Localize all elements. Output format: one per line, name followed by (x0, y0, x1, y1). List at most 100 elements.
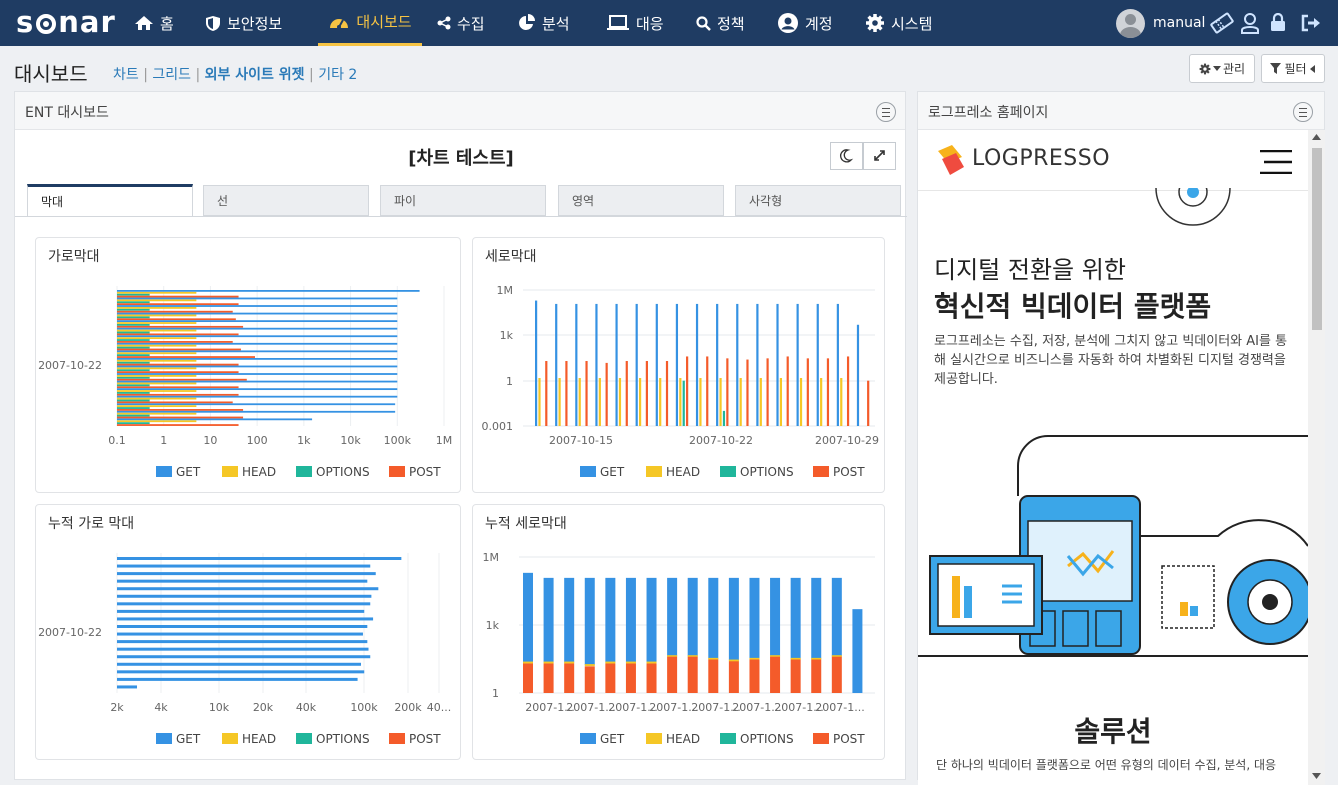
gear-illustration-icon (1155, 188, 1231, 226)
legend-label-options: OPTIONS (740, 465, 794, 479)
legend-label-head: HEAD (666, 732, 700, 746)
chart-card-stacked-vertical: 1M 1k 1 2007-1... 2007-1... 2007-1... 2007-1..… (472, 504, 885, 760)
legend-label-get: GET (600, 732, 625, 746)
nav-collect[interactable]: 수집 (437, 0, 485, 46)
manage-button[interactable]: 관리 (1189, 54, 1255, 83)
bar-get (675, 303, 679, 426)
scrollbar-thumb[interactable] (1312, 148, 1322, 330)
nav-analysis[interactable]: 분석 (518, 0, 570, 46)
tab-pie[interactable]: 파이 (380, 185, 546, 216)
bar-head (117, 412, 197, 415)
scroll-up-arrow-icon[interactable] (1312, 134, 1321, 140)
bar-post (117, 310, 233, 313)
bar-post (645, 361, 648, 426)
x-tick-label: 2k (110, 701, 124, 714)
bar-head (646, 661, 657, 664)
bar-post (846, 356, 850, 426)
bar-head (117, 359, 197, 362)
nav-system[interactable]: 시스템 (865, 0, 932, 46)
nav-account[interactable]: 계정 (777, 0, 833, 46)
bar-get (117, 655, 371, 659)
scroll-down-arrow-icon[interactable] (1312, 773, 1321, 779)
link-grid[interactable]: 그리드 (152, 67, 192, 83)
lock-icon[interactable] (1270, 13, 1286, 32)
logout-icon[interactable] (1300, 14, 1322, 32)
caret-left-icon (1309, 64, 1315, 73)
bar-head (117, 299, 197, 302)
nav-dashboard[interactable]: 대시보드 (318, 0, 422, 46)
y-tick-label: 0.001 (482, 420, 514, 433)
nav-response[interactable]: 대응 (606, 0, 664, 46)
legend-swatch-get (580, 733, 596, 744)
legend-label-head: HEAD (242, 465, 276, 479)
chart-card-title: 누적 가로 막대 (48, 516, 135, 532)
bar-post (117, 386, 239, 389)
tab-area[interactable]: 영역 (558, 185, 724, 216)
bar-head (564, 661, 575, 664)
x-tick-label: 200k (394, 701, 422, 714)
link-etc2[interactable]: 기타 2 (318, 67, 358, 83)
dark-mode-button[interactable] (830, 142, 863, 170)
bar-post (605, 362, 608, 426)
user-circle-icon (778, 13, 798, 33)
panel-menu-button[interactable] (1293, 102, 1313, 122)
y-tick-label: 1M (483, 551, 500, 564)
y-tick-label: 1k (500, 329, 514, 342)
ticket-icon[interactable] (1210, 12, 1234, 34)
bar-get (117, 320, 398, 323)
scrollbar[interactable] (1308, 130, 1325, 785)
nav-home[interactable]: 홈 (134, 0, 174, 46)
embedded-website[interactable]: LOGPRESSO 디지털 전환을 위한 혁신적 빅데이터 플랫폼 로그프레소는… (918, 130, 1308, 785)
user-menu[interactable]: manual (1116, 8, 1205, 38)
x-tick-label: 1 (160, 434, 167, 447)
link-chart[interactable]: 차트 (113, 67, 139, 83)
fullscreen-button[interactable] (863, 142, 896, 170)
bar-post (117, 295, 239, 298)
nav-policy[interactable]: 정책 (696, 0, 745, 46)
ent-dashboard-panel: ENT 대시보드 [차트 테스트] 막대 선 파이 영역 사각형 0.1 1 10 1… (14, 91, 907, 780)
sonar-logo[interactable]: s nar (16, 5, 116, 39)
nav-security[interactable]: 보안정보 (205, 0, 282, 46)
bar-head (739, 378, 742, 426)
bar-head (117, 405, 197, 408)
shield-icon (206, 15, 220, 31)
legend-swatch-post (389, 733, 405, 744)
chart-card-title: 누적 세로막대 (485, 516, 567, 532)
panel-menu-button[interactable] (876, 102, 896, 122)
tab-rect[interactable]: 사각형 (735, 185, 901, 216)
link-external-widget[interactable]: 외부 사이트 위젯 (204, 67, 305, 83)
bar-options (117, 346, 150, 349)
bar-head (117, 307, 197, 309)
x-tick-label: 2007-10-22 (689, 434, 753, 447)
bar-get (117, 305, 398, 307)
bar-head (117, 420, 197, 423)
user-outline-icon[interactable] (1240, 12, 1260, 34)
bar-head (638, 378, 642, 426)
bar-head (598, 378, 601, 426)
logpresso-homepage-panel: 로그프레소 홈페이지 LOGPRESSO 디지털 전환을 위한 혁신적 빅데이터… (917, 91, 1325, 785)
home-icon (135, 16, 153, 30)
bar-options (117, 392, 150, 394)
bar-options (117, 301, 150, 304)
site-header-divider (918, 190, 1308, 191)
tab-line[interactable]: 선 (203, 185, 369, 216)
filter-button[interactable]: 필터 (1261, 54, 1325, 83)
nav-label: 분석 (542, 14, 570, 33)
bar-post (543, 663, 554, 693)
site-paragraph: 로그프레소는 수집, 저장, 분석에 그치지 않고 빅데이터와 AI를 통해 실… (934, 334, 1288, 387)
legend-swatch-head (646, 733, 662, 744)
tab-bar[interactable]: 막대 (27, 184, 193, 217)
bar-post (706, 356, 709, 426)
bar-get (811, 577, 822, 659)
bar-options (117, 369, 150, 372)
legend-label-head: HEAD (666, 465, 700, 479)
bar-options (117, 354, 150, 357)
bar-get (856, 324, 860, 426)
bar-post (117, 303, 239, 306)
legend-label-post: POST (409, 732, 441, 746)
bar-get (790, 577, 801, 659)
bar-get (728, 577, 739, 661)
bar-head (578, 378, 581, 426)
bar-post (117, 325, 244, 328)
hamburger-menu-icon[interactable] (1260, 150, 1292, 174)
